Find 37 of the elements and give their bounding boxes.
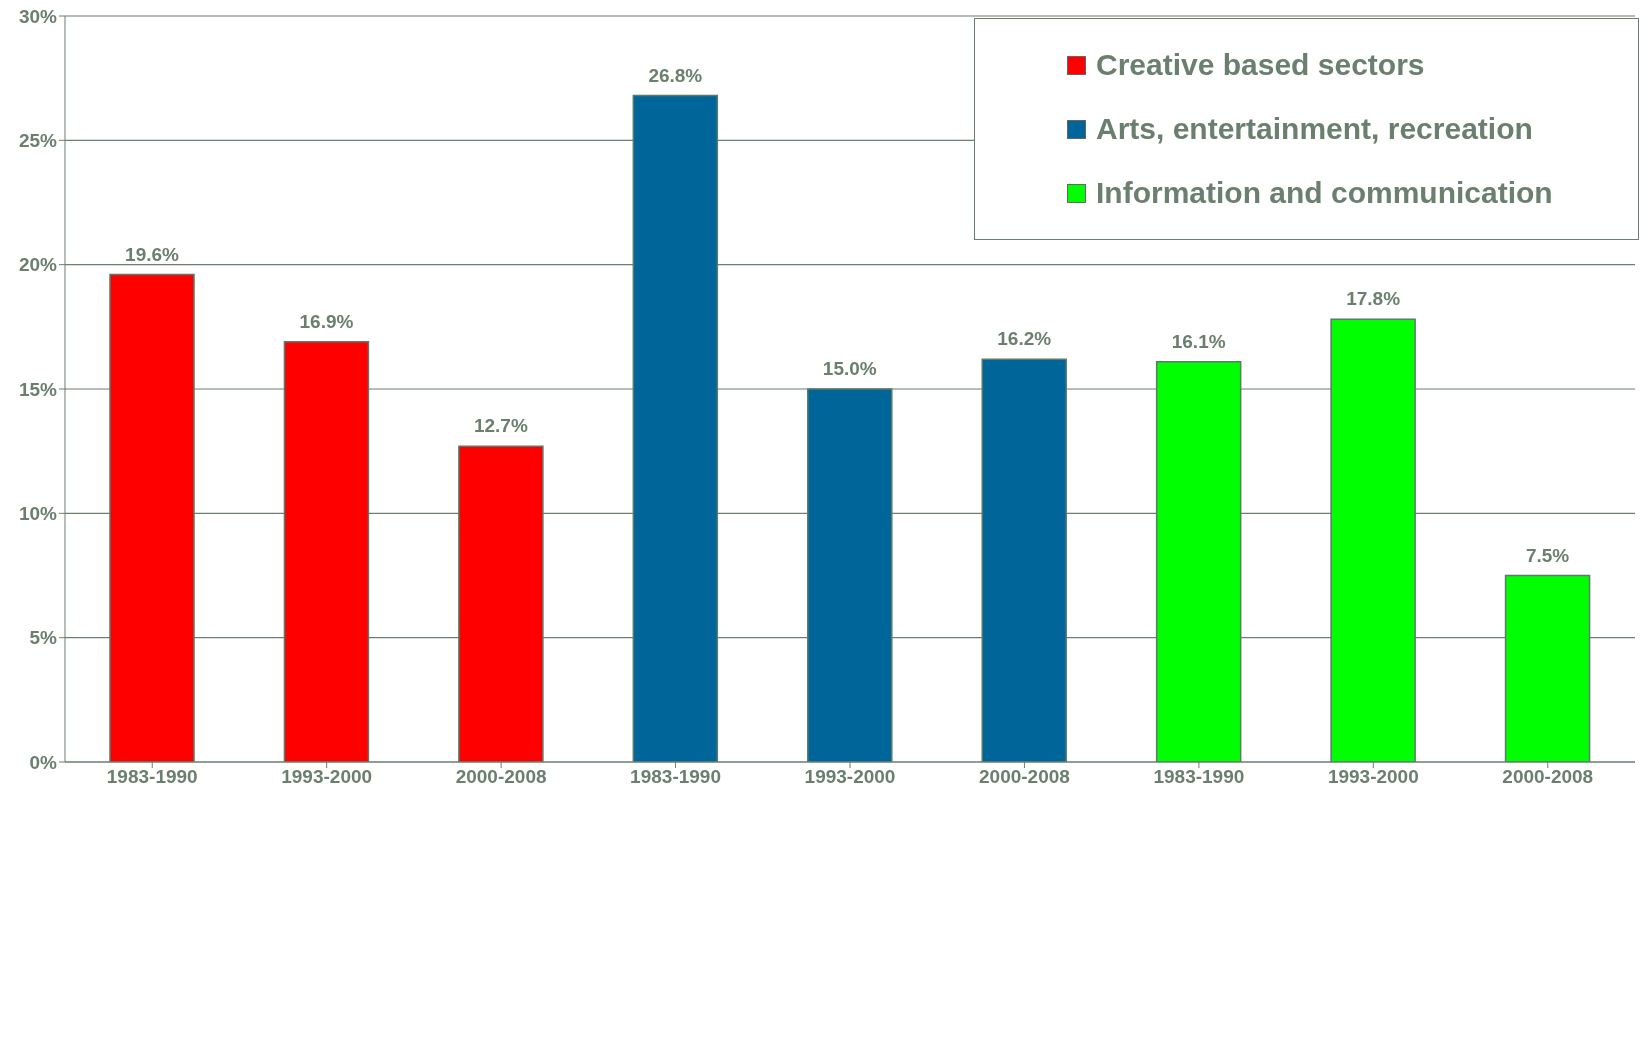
x-tick-label: 1983-1990 bbox=[630, 766, 721, 788]
x-tick-label: 1993-2000 bbox=[1327, 766, 1419, 788]
x-tick-label: 2000-2008 bbox=[1502, 766, 1594, 788]
y-tick-label: 0% bbox=[29, 751, 58, 773]
x-tick-label: 2000-2008 bbox=[979, 766, 1070, 788]
x-tick-label: 1983-1990 bbox=[1153, 766, 1245, 788]
bar bbox=[1504, 574, 1591, 762]
data-label: 26.8% bbox=[648, 64, 703, 86]
legend-label: Arts, entertainment, recreation bbox=[1096, 112, 1533, 146]
y-tick-label: 30% bbox=[18, 5, 58, 27]
data-label: 16.2% bbox=[997, 328, 1052, 350]
bar bbox=[109, 273, 195, 762]
y-tick-label: 10% bbox=[18, 503, 58, 525]
y-tick-label: 5% bbox=[29, 627, 58, 649]
y-tick-label: 20% bbox=[18, 254, 58, 276]
bar bbox=[1155, 360, 1242, 762]
data-label: 16.1% bbox=[1171, 330, 1226, 352]
bar bbox=[458, 445, 544, 762]
bar bbox=[807, 388, 893, 762]
data-label: 7.5% bbox=[1525, 544, 1570, 566]
bar bbox=[632, 94, 719, 762]
data-label: 15.0% bbox=[822, 358, 877, 379]
legend-label: Creative based sectors bbox=[1096, 48, 1425, 82]
data-label: 12.7% bbox=[473, 415, 528, 437]
data-label: 16.9% bbox=[299, 310, 354, 332]
y-tick-label: 15% bbox=[18, 378, 58, 400]
bar bbox=[981, 358, 1067, 762]
y-tick-label: 25% bbox=[18, 130, 58, 152]
x-tick-label: 1983-1990 bbox=[106, 766, 198, 788]
x-tick-label: 2000-2008 bbox=[455, 766, 547, 788]
data-label: 19.6% bbox=[125, 243, 180, 265]
x-tick-label: 1993-2000 bbox=[804, 766, 896, 788]
bar bbox=[1330, 318, 1416, 762]
x-tick-label: 1993-2000 bbox=[281, 766, 373, 788]
bar bbox=[283, 341, 370, 762]
data-label: 17.8% bbox=[1346, 288, 1401, 310]
legend-label: Information and communication bbox=[1096, 176, 1553, 210]
